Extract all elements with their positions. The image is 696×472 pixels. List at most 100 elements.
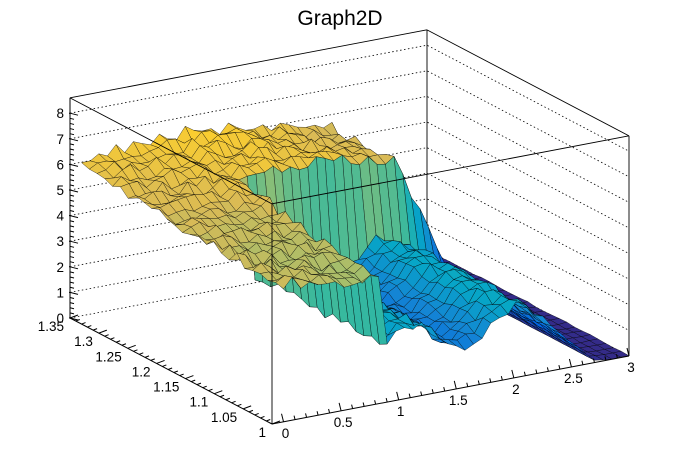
z-minor-tick (69, 312, 75, 315)
x-tick (568, 358, 572, 368)
y-axis-line (69, 317, 273, 425)
y-minor-tick (144, 355, 150, 358)
x-minor-tick (604, 356, 607, 361)
y-minor-tick (266, 419, 271, 422)
y-minor-tick (260, 415, 265, 419)
y-minor-tick (173, 370, 179, 373)
box-edge (69, 97, 273, 205)
x-minor-tick (546, 367, 549, 372)
z-minor-tick (69, 209, 75, 212)
y-minor-tick (167, 367, 173, 370)
x-tick-label: 0 (282, 426, 290, 441)
z-minor-tick (69, 297, 75, 300)
z-tick-label: 6 (56, 157, 64, 172)
z-minor-tick (69, 194, 75, 197)
x-tick-label: 3 (627, 360, 635, 375)
x-minor-tick (305, 413, 308, 418)
y-tick-label: 1.3 (74, 334, 93, 349)
z-minor-tick (69, 143, 75, 146)
x-minor-tick (523, 371, 526, 376)
z-minor-tick (69, 250, 75, 253)
x-tick-label: 1 (397, 404, 405, 419)
z-minor-tick (69, 148, 75, 151)
x-tick (453, 380, 457, 390)
x-minor-tick (293, 415, 296, 420)
x-minor-tick (489, 378, 492, 383)
y-minor-tick (225, 397, 231, 401)
x-minor-tick (500, 376, 503, 381)
z-minor-tick (69, 153, 75, 156)
y-minor-tick (179, 373, 184, 377)
z-minor-tick (69, 276, 75, 279)
y-minor-tick (202, 385, 207, 389)
y-minor-tick (104, 334, 109, 337)
chart-title: Graph2D (297, 7, 382, 30)
z-minor-tick (69, 225, 75, 228)
x-tick-label: 1.5 (449, 393, 468, 408)
z-tick (69, 215, 79, 219)
z-tick-label: 3 (56, 234, 64, 249)
z-minor-tick (69, 158, 75, 161)
y-minor-tick (196, 382, 202, 386)
x-minor-tick (431, 389, 434, 394)
z-minor-tick (69, 174, 75, 177)
z-minor-tick (69, 302, 75, 305)
x-tick (396, 391, 400, 400)
box-edge (426, 29, 630, 137)
y-tick-label: 1.15 (153, 380, 179, 395)
z-minor-tick (69, 271, 75, 274)
z-tick (69, 317, 79, 321)
x-minor-tick (477, 380, 480, 385)
y-minor-tick (231, 400, 236, 404)
y-minor-tick (92, 328, 98, 331)
z-minor-tick (69, 199, 75, 202)
frame-box (69, 97, 630, 424)
y-minor-tick (115, 340, 121, 343)
z-tick (69, 163, 79, 167)
y-minor-tick (81, 322, 86, 325)
x-minor-tick (466, 382, 469, 387)
z-minor-tick (69, 128, 75, 131)
z-minor-tick (69, 230, 75, 233)
y-minor-tick (208, 388, 213, 392)
y-tick (69, 314, 79, 319)
z-minor-tick (69, 117, 75, 120)
y-tick-label: 1.1 (190, 395, 209, 410)
y-minor-tick (254, 412, 259, 416)
z-tick (69, 240, 79, 244)
z-gridline (69, 44, 630, 152)
x-minor-tick (316, 411, 319, 416)
x-tick (511, 369, 515, 379)
z-gridline (69, 198, 630, 306)
y-tick-label: 1 (258, 425, 266, 440)
box-edge (69, 29, 428, 99)
surface (81, 122, 630, 361)
z-tick (69, 112, 79, 116)
y-minor-tick (162, 364, 167, 367)
z-tick (69, 266, 79, 270)
z-tick (69, 138, 79, 142)
z-gridline (69, 249, 630, 357)
z-minor-tick (69, 281, 75, 284)
z-tick-label: 5 (56, 183, 64, 198)
z-tick-label: 2 (56, 260, 64, 275)
z-tick-label: 0 (56, 311, 64, 326)
y-minor-tick (191, 379, 196, 383)
x-minor-tick (443, 386, 446, 392)
x-minor-tick (420, 391, 423, 396)
y-minor-tick (87, 325, 92, 328)
y-tick-label: 1.2 (132, 364, 151, 379)
z-minor-tick (69, 261, 75, 264)
x-tick-label: 2.5 (564, 371, 583, 386)
z-minor-tick (69, 179, 75, 182)
z-minor-tick (69, 220, 75, 223)
z-minor-tick (69, 204, 75, 207)
y-tick (271, 420, 281, 425)
surface-facet (275, 275, 293, 289)
y-tick (98, 329, 108, 334)
x-minor-tick (408, 393, 411, 398)
y-minor-tick (237, 403, 242, 407)
y-tick-label: 1.35 (38, 319, 64, 334)
y-minor-tick (121, 343, 127, 346)
x-minor-tick (558, 365, 561, 370)
